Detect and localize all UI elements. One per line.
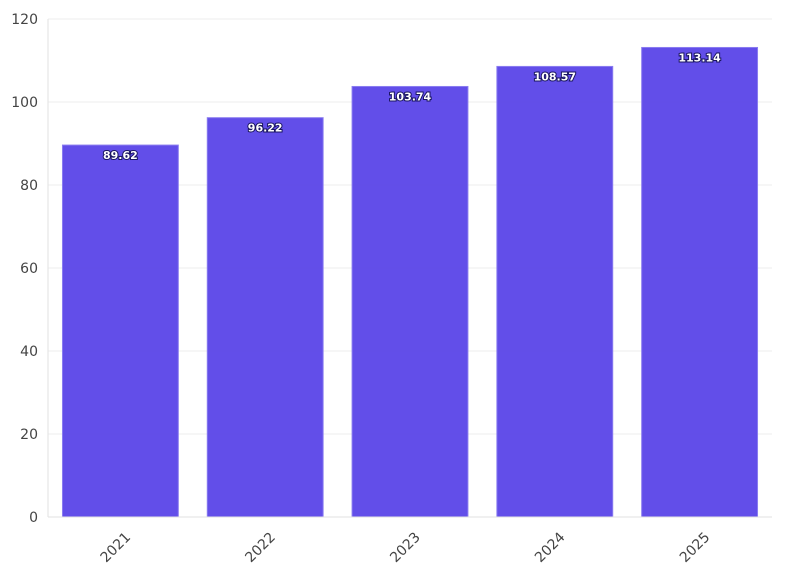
- x-axis: 2021 2022 2023 2024 2025: [48, 516, 772, 566]
- y-tick-label: 100: [11, 95, 38, 111]
- data-label: 103.74: [389, 90, 432, 103]
- data-label: 96.22: [248, 122, 283, 135]
- x-tick-label: 2023: [387, 529, 424, 566]
- x-tick-label: 2022: [242, 529, 279, 566]
- y-tick-label: 80: [20, 178, 38, 194]
- bars: [61, 46, 759, 518]
- data-labels: 89.62 96.22 103.74 108.57 113.14: [102, 50, 722, 163]
- y-tick-label: 60: [20, 261, 38, 277]
- data-label: 113.14: [678, 51, 721, 64]
- y-tick-label: 0: [29, 510, 38, 526]
- x-tick-label: 2021: [98, 529, 135, 566]
- data-label: 89.62: [103, 149, 138, 162]
- bar-2022: [206, 117, 324, 518]
- y-tick-label: 20: [20, 427, 38, 443]
- bar-2021: [61, 144, 179, 518]
- bar-2025: [641, 46, 759, 518]
- x-tick-label: 2024: [532, 529, 569, 566]
- y-axis: 0 20 40 60 80 100 120: [11, 12, 49, 526]
- data-label: 108.57: [534, 70, 576, 83]
- x-tick-label: 2025: [677, 529, 714, 566]
- bar-2023: [351, 85, 469, 518]
- bar-2024: [496, 65, 614, 518]
- y-tick-label: 40: [20, 344, 38, 360]
- y-tick-label: 120: [11, 12, 38, 28]
